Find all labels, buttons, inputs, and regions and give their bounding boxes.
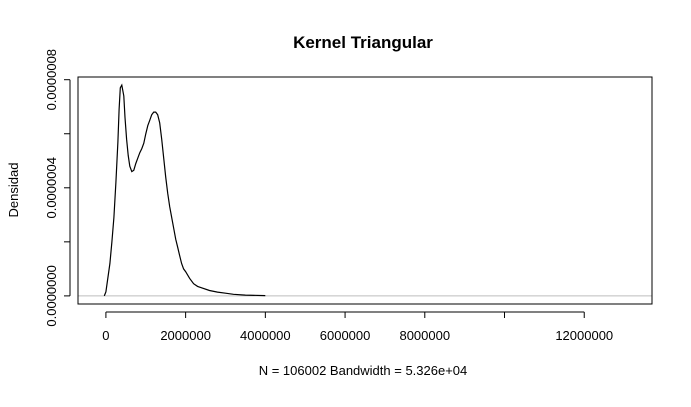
y-tick-label: 0.0000004 <box>44 157 59 218</box>
chart-title: Kernel Triangular <box>293 33 433 52</box>
y-tick-label: 0.0000008 <box>44 49 59 110</box>
y-axis: 0.0000000 0.0000004 0.0000008 <box>44 49 71 327</box>
x-tick-label: 12000000 <box>555 328 613 343</box>
x-axis: 0 2000000 4000000 6000000 8000000 12000000 <box>102 311 613 343</box>
x-tick-label: 2000000 <box>160 328 211 343</box>
x-tick-label: 0 <box>102 328 109 343</box>
density-curve <box>103 83 266 297</box>
y-tick-label: 0.0000000 <box>44 265 59 326</box>
x-tick-label: 8000000 <box>399 328 450 343</box>
x-tick-label: 6000000 <box>320 328 371 343</box>
y-axis-label: Densidad <box>6 163 21 218</box>
x-tick-label: 4000000 <box>240 328 291 343</box>
plot-frame <box>77 76 653 305</box>
x-axis-label: N = 106002 Bandwidth = 5.326e+04 <box>259 363 468 378</box>
